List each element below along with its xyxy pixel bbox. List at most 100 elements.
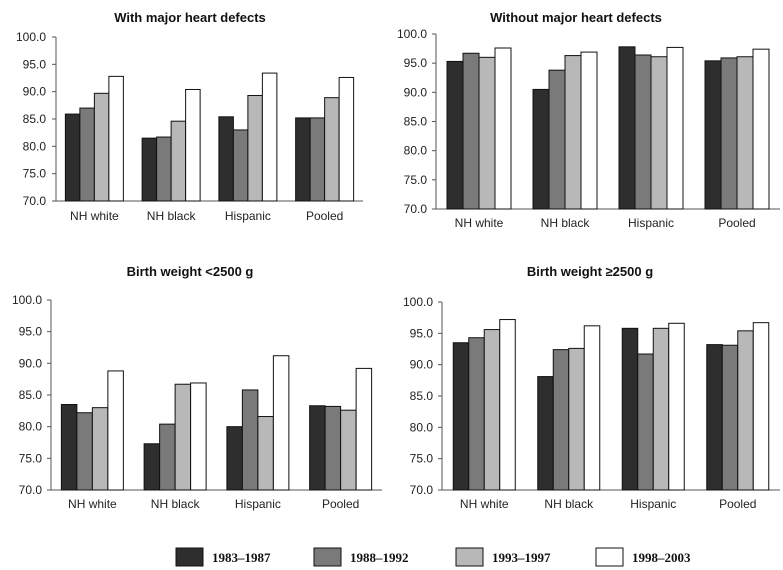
legend-item: 1983–1987 [175,547,271,567]
legend-item: 1993–1997 [455,547,551,567]
bar [706,344,723,491]
y-tick-label: 90.0 [404,85,428,99]
bar [174,383,192,491]
y-tick-label: 100.0 [403,295,433,309]
y-tick-label: 95.0 [404,56,428,70]
bar [704,60,722,210]
chart-title: Birth weight ≥2500 g [527,264,653,279]
x-category-label: Pooled [322,497,359,511]
y-tick-label: 75.0 [410,452,434,466]
bar [621,327,639,491]
bar [340,409,357,491]
bar [462,52,480,210]
bar [537,376,554,491]
bar [446,60,464,210]
bar [190,382,207,491]
bar [468,337,485,491]
legend-label: 1983–1987 [212,550,271,565]
bar [324,97,340,202]
x-category-label: Hispanic [235,497,281,511]
y-tick-label: 80.0 [19,420,43,434]
bar [218,116,234,202]
chart-panel-2: Without major heart defects 70.0 75.0 80.0 8… [397,10,780,230]
chart-title: With major heart defects [114,10,266,25]
x-category-label: NH black [147,209,197,223]
legend-item: 1998–2003 [595,547,691,567]
x-category-label: NH black [541,216,591,230]
x-category-label: NH white [68,497,117,511]
y-tick-label: 80.0 [404,144,428,158]
bar [532,88,550,210]
y-tick-label: 70.0 [19,483,43,497]
y-tick-label: 90.0 [410,358,434,372]
bar [309,405,326,491]
bar [737,330,754,491]
x-category-label: NH black [544,497,594,511]
x-category-label: NH white [455,216,504,230]
bar [232,129,249,202]
bar [483,329,501,491]
y-tick-label: 85.0 [410,389,434,403]
bar [618,46,636,210]
legend-label: 1998–2003 [632,550,691,565]
chart-panel-4: Birth weight ≥2500 g 70.0 75.0 80.0 85.0 90.0… [403,264,780,511]
bar [548,69,566,210]
bar [60,404,78,491]
x-category-label: NH black [151,497,201,511]
legend-swatch [595,547,624,567]
bar [452,342,470,491]
y-tick-label: 75.0 [23,167,47,181]
y-tick-label: 85.0 [23,112,47,126]
bar [752,48,770,210]
bar [324,405,342,491]
y-tick-label: 70.0 [23,194,47,208]
legend: 1983–1987 1988–1992 1993–1997 1998–2003 [175,547,691,567]
x-category-label: Hispanic [225,209,271,223]
chart-title: Birth weight <2500 g [127,264,254,279]
bar [159,423,176,491]
x-category-label: NH white [460,497,509,511]
bar [143,443,161,491]
bar [568,347,585,491]
bar [736,56,754,210]
y-tick-label: 100.0 [16,30,46,44]
y-tick-label: 75.0 [19,451,43,465]
x-category-label: Hispanic [628,216,674,230]
legend-swatch [313,547,342,567]
x-category-label: Hispanic [630,497,676,511]
bar [580,51,598,210]
y-tick-label: 90.0 [19,356,43,370]
y-tick-label: 80.0 [410,420,434,434]
bar [309,117,326,202]
bar [752,322,770,491]
bar [247,94,263,202]
bar [652,327,670,491]
bar [170,120,187,202]
bar [93,92,110,202]
y-tick-label: 95.0 [410,326,434,340]
x-category-label: Pooled [718,216,755,230]
chart-panel-3: Birth weight <2500 g 70.0 75.0 80.0 85.0 90.0… [12,264,382,511]
bar [64,113,81,202]
bar [720,57,738,210]
y-tick-label: 80.0 [23,139,47,153]
bar [668,322,685,491]
bar [226,426,243,491]
y-tick-label: 70.0 [404,202,428,216]
x-category-label: Pooled [719,497,756,511]
chart-panel-1: With major heart defects 70.0 75.0 80.0 85.0… [16,10,363,223]
bar [494,47,512,210]
y-tick-label: 100.0 [12,293,42,307]
y-tick-label: 95.0 [19,325,43,339]
bar [338,76,355,202]
bar [552,349,570,491]
bar [257,416,274,491]
bar [564,55,582,210]
bar [79,107,95,202]
bar [634,54,652,210]
bar [650,56,668,210]
y-tick-label: 90.0 [23,85,47,99]
bar [185,88,201,202]
bar [272,355,290,491]
bar [91,407,109,491]
